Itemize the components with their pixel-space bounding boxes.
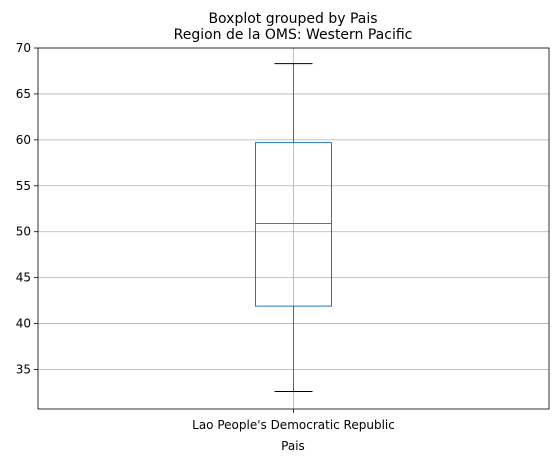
iqr-box — [255, 142, 332, 307]
x-axis-label: Pais — [281, 439, 305, 453]
y-tick-label: 60 — [16, 133, 31, 147]
y-tick-label: 40 — [16, 317, 31, 331]
x-tick-label: Lao People's Democratic Republic — [192, 418, 395, 432]
y-tick-label: 55 — [16, 179, 31, 193]
y-tick-label: 45 — [16, 271, 31, 285]
plot-area — [255, 63, 332, 393]
y-tick-label: 65 — [16, 87, 31, 101]
y-tick-label: 35 — [16, 363, 31, 377]
axes: 35 40 45 50 55 60 65 70 Lao People's Democratic … — [16, 41, 550, 432]
chart-title: Region de la OMS: Western Pacific — [174, 27, 413, 43]
y-tick-label: 50 — [16, 225, 31, 239]
y-tick-label: 70 — [16, 41, 31, 55]
chart-suptitle: Boxplot grouped by Pais — [208, 11, 377, 27]
